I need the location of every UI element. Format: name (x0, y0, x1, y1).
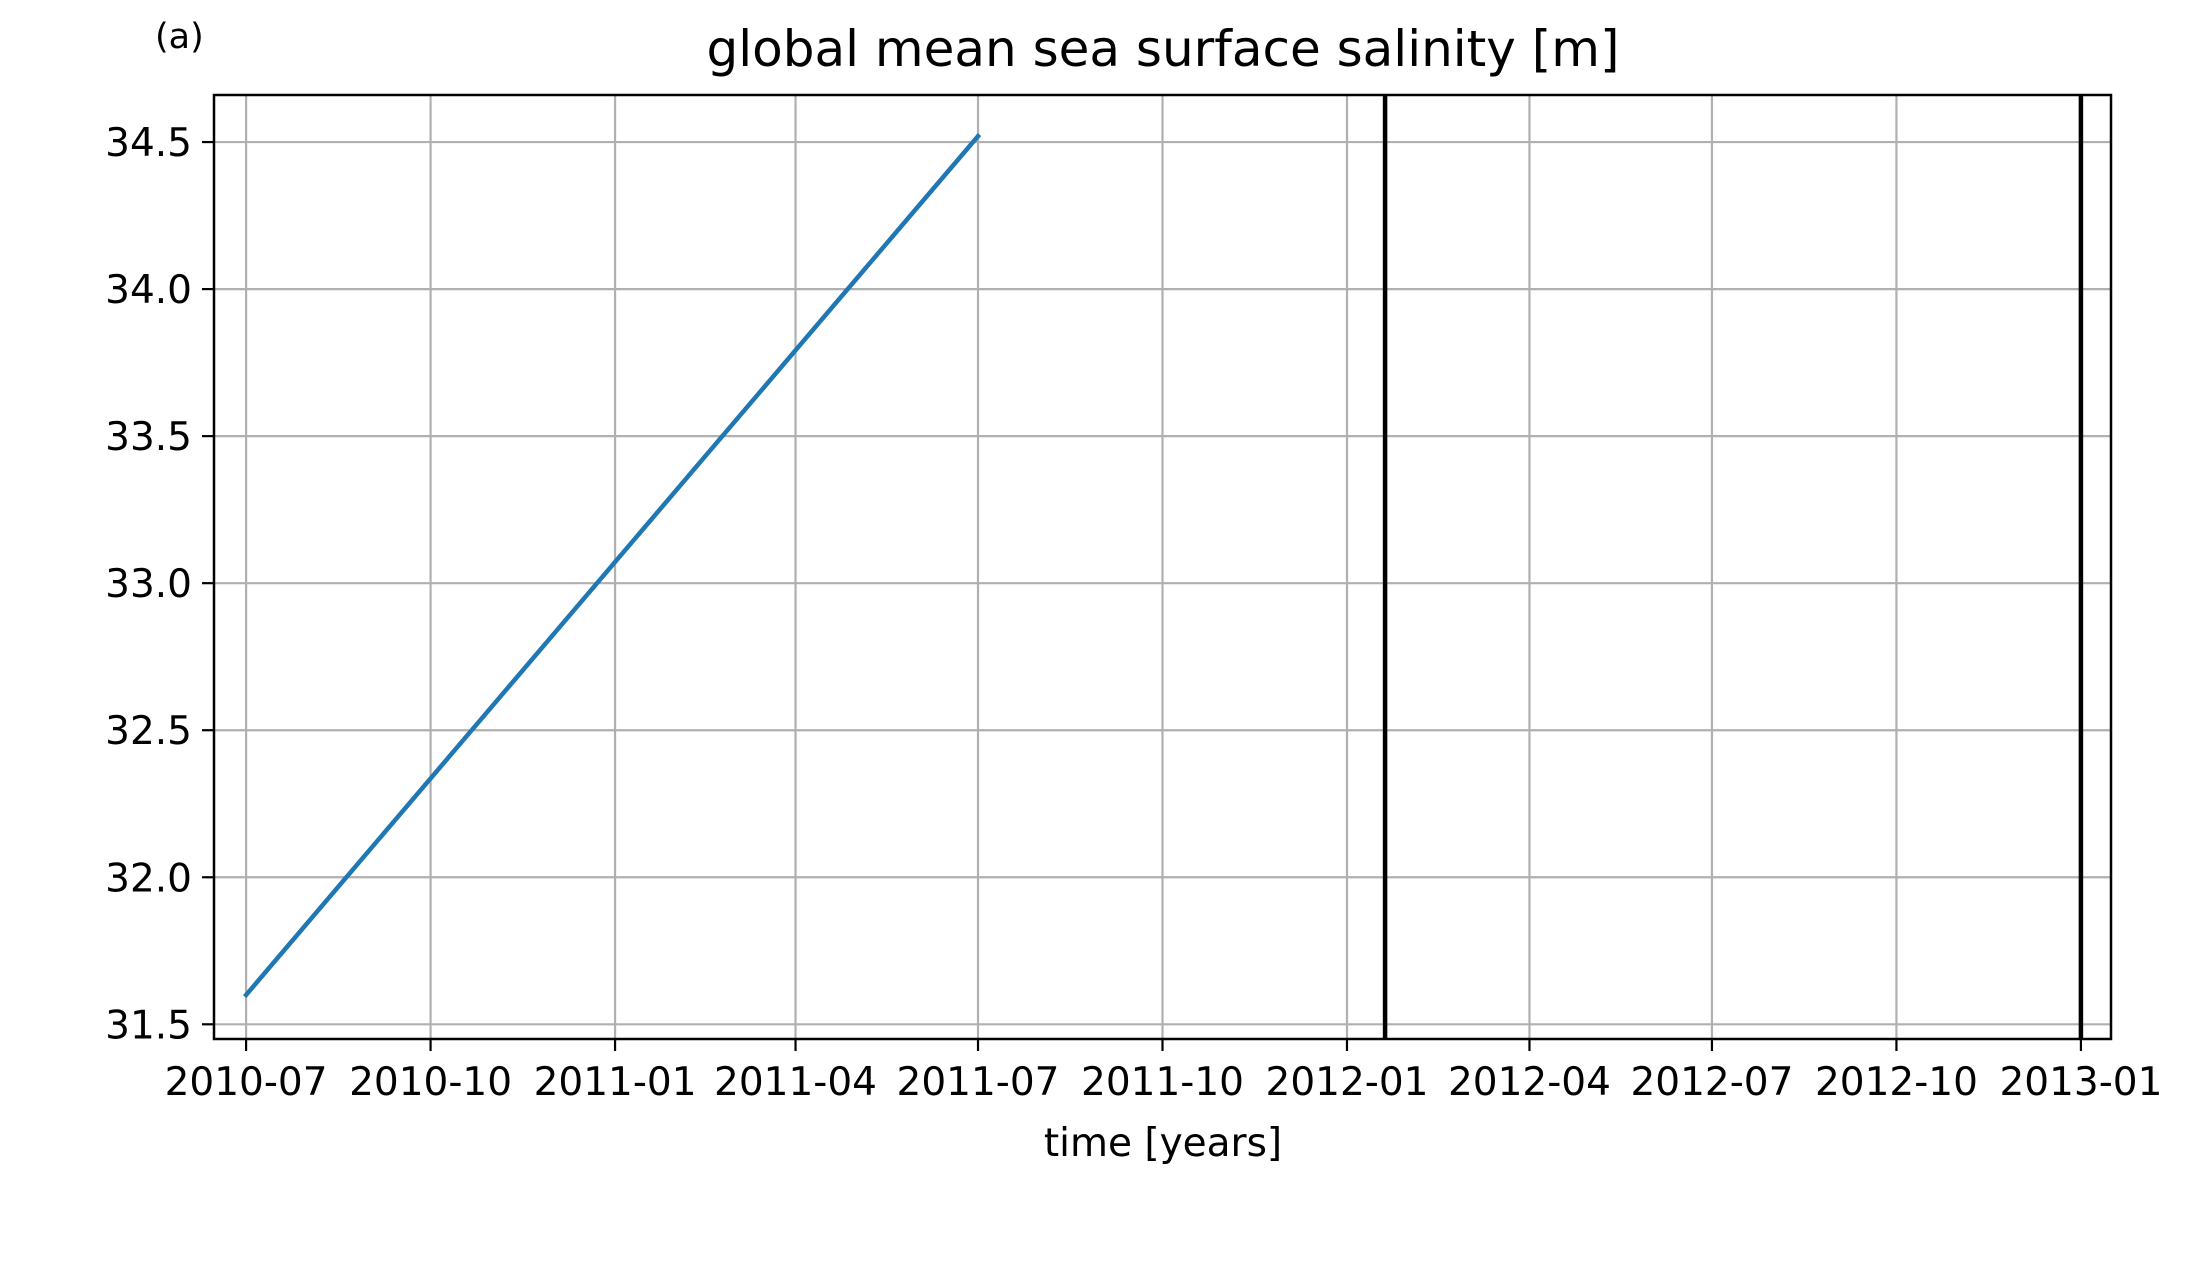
x-tick-label: 2010-07 (165, 1060, 328, 1105)
y-tick-label: 32.0 (105, 856, 192, 901)
grid-layer (214, 95, 2111, 1039)
y-tick-label: 33.0 (105, 562, 192, 607)
y-tick-label: 34.0 (105, 268, 192, 313)
x-tick-label: 2012-04 (1448, 1060, 1611, 1105)
vline-layer (1382, 95, 2084, 1039)
x-tick-label: 2012-07 (1630, 1060, 1793, 1105)
series-layer (242, 133, 982, 999)
chart-title: global mean sea surface salinity [m] (707, 20, 1620, 78)
x-axis-label: time [years] (1044, 1121, 1282, 1166)
x-tick-label: 2011-10 (1081, 1060, 1244, 1105)
x-tick-label: 2011-04 (714, 1060, 877, 1105)
x-tick-label: 2011-07 (897, 1060, 1060, 1105)
x-tick-label: 2012-01 (1266, 1060, 1429, 1105)
y-tick-label: 33.5 (105, 415, 192, 460)
y-tick-label: 31.5 (105, 1003, 192, 1048)
y-axis-ticks: 31.5 32.0 32.5 33.0 33.5 34.0 34.5 (105, 121, 214, 1048)
x-tick-label: 2013-01 (1999, 1060, 2162, 1105)
x-tick-label: 2010-10 (349, 1060, 512, 1105)
x-tick-label: 2011-01 (534, 1060, 697, 1105)
x-axis-ticks: 2010-07 2010-10 2011-01 2011-04 2011-07 2011-… (165, 1039, 2162, 1105)
panel-label: (a) (155, 17, 204, 57)
y-tick-label: 34.5 (105, 121, 192, 166)
y-tick-label: 32.5 (105, 709, 192, 754)
x-tick-label: 2012-10 (1815, 1060, 1978, 1105)
series-line (242, 133, 982, 999)
